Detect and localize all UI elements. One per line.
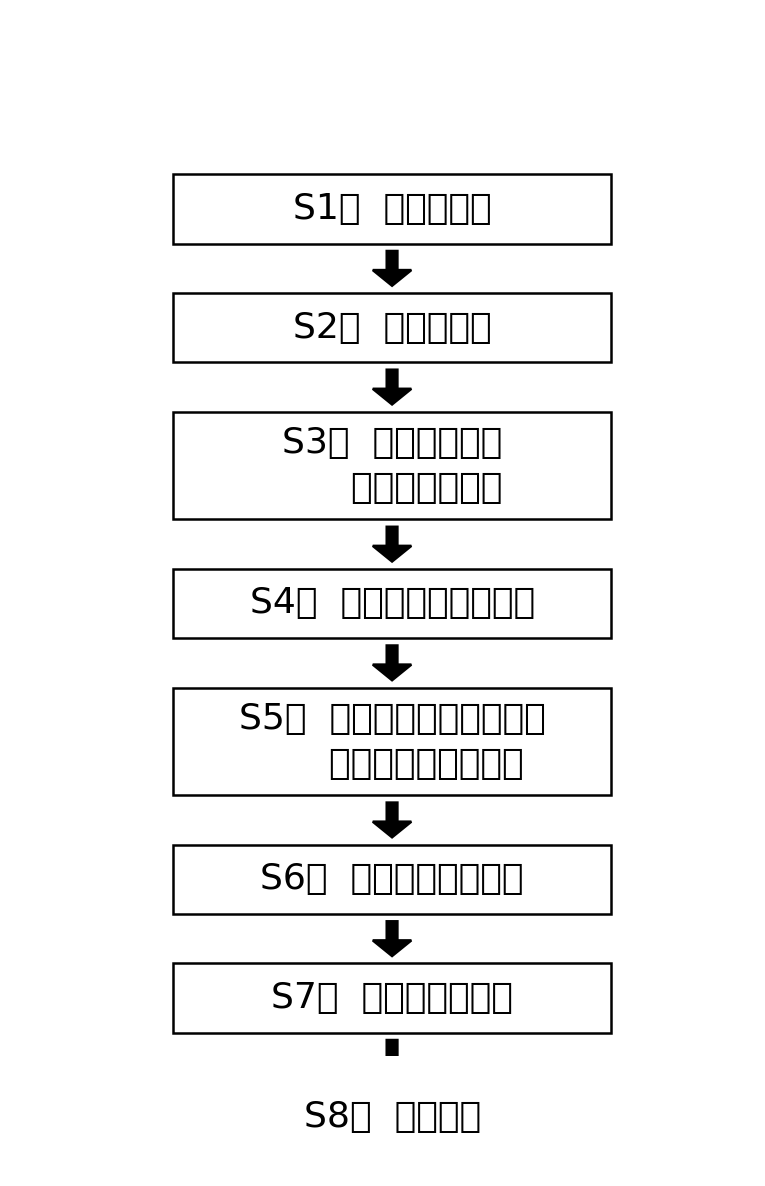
Bar — [173, 688, 611, 796]
Polygon shape — [373, 251, 412, 286]
Polygon shape — [373, 527, 412, 561]
Polygon shape — [373, 370, 412, 404]
Text: S8：  尾气排放: S8： 尾气排放 — [304, 1099, 480, 1134]
Text: S3：  碱水洗涤去除
      烟气中酸性物质: S3： 碱水洗涤去除 烟气中酸性物质 — [282, 426, 503, 505]
Text: S7：  除尘器过滤除尘: S7： 除尘器过滤除尘 — [271, 981, 513, 1015]
Text: S2：  裂解气燃烧: S2： 裂解气燃烧 — [293, 311, 491, 345]
Polygon shape — [373, 645, 412, 681]
Text: S6：  高能氧水去除异味: S6： 高能氧水去除异味 — [260, 862, 524, 897]
Polygon shape — [373, 922, 412, 956]
Text: S1：  有机物裂解: S1： 有机物裂解 — [293, 192, 491, 227]
Polygon shape — [373, 803, 412, 837]
Polygon shape — [373, 1040, 412, 1075]
Text: S4：  电离去除焦油及粉尘: S4： 电离去除焦油及粉尘 — [249, 587, 535, 620]
Bar — [173, 963, 611, 1033]
Text: S5：  电子轰击使顽固有害物
      质键断裂重组与氧化: S5： 电子轰击使顽固有害物 质键断裂重组与氧化 — [239, 702, 545, 780]
Bar — [173, 412, 611, 519]
Bar — [173, 1082, 611, 1152]
Bar — [173, 174, 611, 243]
Bar — [173, 569, 611, 638]
Bar — [173, 844, 611, 914]
Bar — [173, 293, 611, 363]
